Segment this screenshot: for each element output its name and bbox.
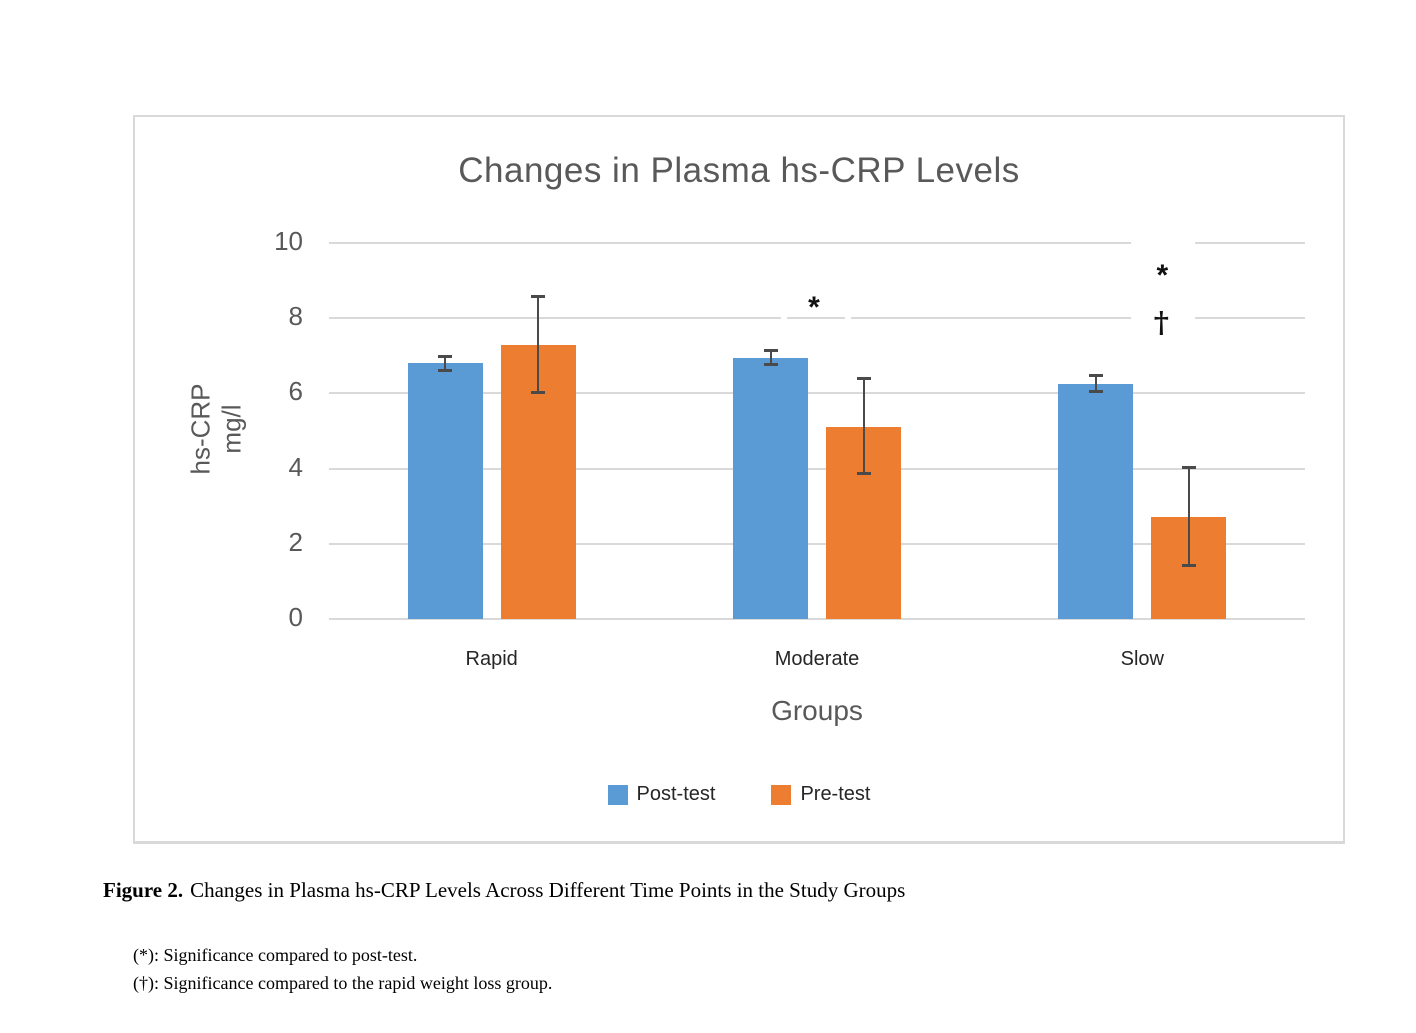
x-axis-title: Groups xyxy=(771,695,863,726)
footnotes: (*): Significance compared to post-test.… xyxy=(133,941,552,997)
gridline-y10 xyxy=(329,242,1305,244)
error-bar-cap-bottom-post-test-rapid xyxy=(438,368,453,372)
chart-title: Changes in Plasma hs-CRP Levels xyxy=(458,151,1020,190)
error-bar-cap-top-post-test-slow xyxy=(1088,373,1103,377)
error-bar-line-pre-test-slow xyxy=(1187,466,1190,567)
figure-caption-text: Changes in Plasma hs-CRP Levels Across D… xyxy=(190,878,906,902)
error-bar-cap-top-post-test-moderate xyxy=(763,349,778,353)
y-tick-label-10: 10 xyxy=(274,226,303,256)
error-bar-cap-top-pre-test-rapid xyxy=(531,294,546,298)
error-bar-cap-top-pre-test-moderate xyxy=(856,377,871,381)
bar-post-test-rapid xyxy=(407,363,483,619)
y-tick-label-6: 6 xyxy=(288,376,303,407)
gridline-gap-mask xyxy=(1131,238,1195,248)
error-bar-cap-bottom-post-test-slow xyxy=(1088,389,1103,393)
gridline-y8 xyxy=(329,317,1305,320)
legend-label-post-test: Post-test xyxy=(636,783,716,805)
legend: Post-test Pre-test xyxy=(135,783,1343,806)
gridline-y4 xyxy=(329,467,1305,470)
error-bar-line-post-test-moderate xyxy=(769,350,772,366)
error-bar-cap-bottom-post-test-moderate xyxy=(763,363,778,367)
error-bar-line-post-test-slow xyxy=(1094,374,1097,392)
gridline-y2 xyxy=(329,542,1305,545)
chart-figure-card: Changes in Plasma hs-CRP Levels hs-CRP m… xyxy=(133,115,1345,844)
legend-label-pre-test: Pre-test xyxy=(800,783,871,805)
legend-swatch-pre-test xyxy=(771,784,792,805)
error-bar-cap-bottom-pre-test-slow xyxy=(1181,564,1196,568)
error-bar-cap-bottom-pre-test-rapid xyxy=(531,391,546,395)
category-label-slow: Slow xyxy=(1120,648,1164,670)
error-bar-cap-bottom-pre-test-moderate xyxy=(856,472,871,476)
gridline-y0 xyxy=(329,618,1305,620)
category-label-rapid: Rapid xyxy=(465,648,518,670)
gridline-gap-mask xyxy=(781,314,787,323)
gridline-gap-mask xyxy=(1131,314,1195,324)
y-tick-label-0: 0 xyxy=(288,602,303,632)
error-bar-line-post-test-rapid xyxy=(444,355,447,371)
error-bar-line-pre-test-rapid xyxy=(537,295,540,394)
y-tick-label-2: 2 xyxy=(288,526,303,557)
figure-caption-label: Figure 2. xyxy=(103,878,184,902)
footnote-dagger: (†): Significance compared to the rapid … xyxy=(133,973,553,993)
bar-post-test-slow xyxy=(1058,384,1134,619)
error-bar-cap-top-pre-test-slow xyxy=(1181,465,1196,469)
footnote-asterisk: (*): Significance compared to post-test. xyxy=(133,945,418,965)
y-tick-label-4: 4 xyxy=(288,451,303,482)
figure-caption: Figure 2. Changes in Plasma hs-CRP Levels… xyxy=(103,878,1303,903)
legend-item-pre-test: Pre-test xyxy=(771,783,870,806)
significance-asterisk-slow: * xyxy=(1156,259,1169,293)
error-bar-line-pre-test-moderate xyxy=(862,378,865,475)
legend-item-post-test: Post-test xyxy=(607,783,716,806)
plot-area: 0 2 4 6 8 10 Rapid Moderate Slow * * † xyxy=(135,117,1343,841)
bar-post-test-moderate xyxy=(733,357,808,619)
gridline-gap-mask xyxy=(845,314,851,323)
error-bar-cap-top-post-test-rapid xyxy=(438,354,453,358)
significance-dagger-slow: † xyxy=(1153,304,1169,339)
y-tick-label-8: 8 xyxy=(288,301,303,332)
legend-swatch-post-test xyxy=(607,784,628,805)
category-label-moderate: Moderate xyxy=(774,648,860,670)
gridline-y6 xyxy=(329,392,1305,395)
significance-asterisk-moderate: * xyxy=(808,291,820,325)
